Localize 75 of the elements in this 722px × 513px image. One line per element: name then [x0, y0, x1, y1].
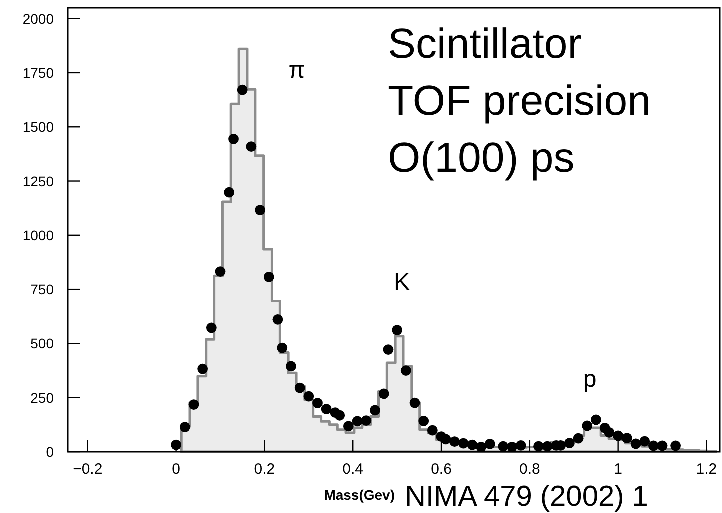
x-tick-label: 1.2 — [696, 461, 718, 478]
point — [484, 439, 496, 450]
point — [392, 325, 403, 336]
y-tick-label: 1250 — [22, 173, 54, 190]
point — [542, 441, 553, 452]
point — [343, 421, 354, 432]
point — [516, 440, 526, 451]
point — [255, 205, 266, 216]
x-tick-label: 0.6 — [431, 461, 452, 478]
annotation: π — [288, 57, 306, 84]
text: NIMA 479 (2002) 1 — [405, 481, 648, 513]
y-tick-label: 500 — [30, 336, 54, 352]
point — [277, 342, 288, 354]
x-tick-label: 0.8 — [519, 461, 540, 478]
x-tick-label: 0.4 — [342, 461, 364, 478]
point — [246, 142, 257, 152]
y-tick-label: 1750 — [22, 64, 54, 81]
point — [440, 434, 452, 445]
point — [467, 440, 478, 450]
point — [383, 344, 394, 355]
point — [400, 366, 412, 376]
x-tick-label: −0.2 — [73, 461, 103, 478]
y-tick-label: 250 — [30, 390, 54, 406]
point — [264, 272, 274, 282]
point — [410, 398, 420, 408]
point — [591, 414, 602, 426]
point — [312, 398, 323, 408]
x-axis-title: Mass(Gev) — [324, 487, 395, 503]
point — [352, 416, 363, 427]
point — [564, 438, 575, 449]
point — [604, 428, 615, 438]
annotation: p — [583, 366, 597, 393]
annotation: K — [394, 269, 410, 296]
x-tick-label: 0 — [172, 461, 180, 478]
point — [370, 405, 380, 416]
point — [450, 436, 460, 448]
point — [630, 438, 642, 450]
point — [188, 400, 200, 410]
point — [180, 422, 190, 433]
point — [304, 391, 314, 402]
point — [498, 441, 509, 452]
point — [228, 134, 239, 144]
point — [418, 416, 430, 426]
y-tick-label: 1500 — [22, 119, 54, 136]
point — [286, 361, 296, 372]
point — [215, 266, 226, 277]
point — [224, 187, 235, 198]
point — [378, 388, 390, 400]
point — [458, 438, 469, 449]
point — [321, 404, 332, 415]
y-tick-label: 750 — [30, 282, 54, 298]
point — [640, 436, 650, 447]
point — [582, 420, 593, 432]
point — [670, 440, 681, 452]
point — [622, 433, 632, 444]
y-tick-label: 2000 — [22, 10, 54, 27]
y-tick-label: 1000 — [22, 227, 54, 244]
point — [534, 441, 544, 452]
x-tick-label: 0.2 — [254, 461, 276, 478]
point — [573, 433, 584, 444]
point — [237, 84, 248, 96]
point — [294, 382, 306, 394]
point — [648, 440, 659, 452]
point — [613, 430, 624, 442]
x-tick-label: 1 — [614, 461, 623, 478]
point — [427, 425, 438, 436]
point — [272, 314, 284, 325]
point — [198, 364, 208, 374]
point — [657, 440, 668, 452]
point — [206, 322, 217, 334]
point — [476, 442, 486, 452]
point — [334, 410, 346, 421]
annotation: Scintillator TOF precision O(100) ps — [388, 20, 651, 181]
point — [361, 416, 372, 426]
y-tick-label: 0 — [46, 444, 54, 460]
